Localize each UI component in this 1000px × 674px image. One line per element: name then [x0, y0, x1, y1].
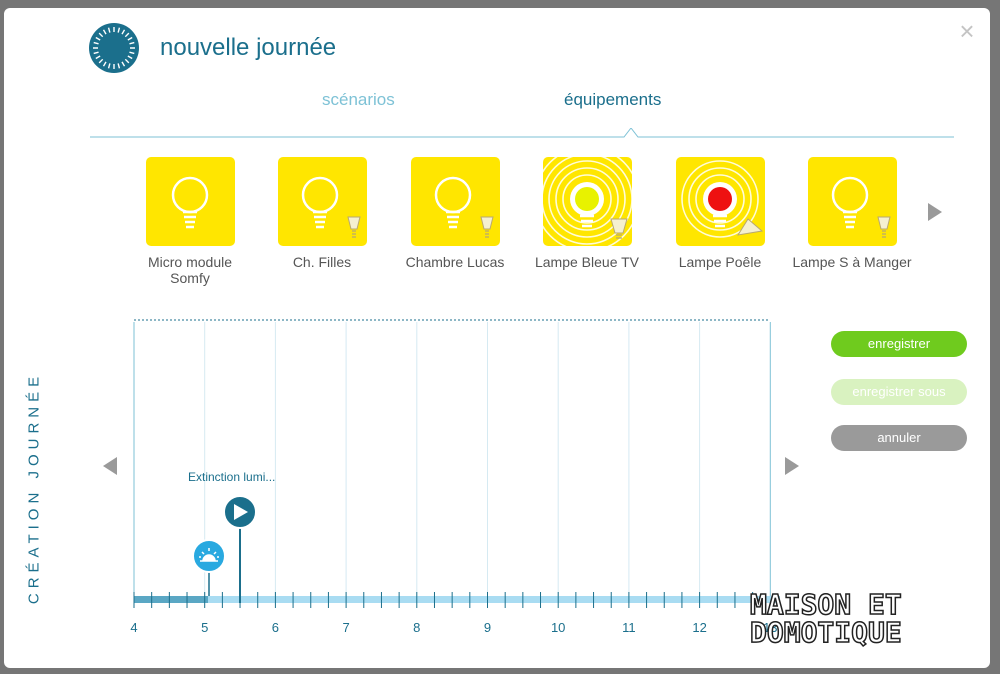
- bulb-on-icon: [680, 160, 763, 238]
- hour-label: 9: [484, 620, 491, 635]
- watermark-logo: MAISON ET DOMOTIQUE: [749, 587, 960, 650]
- bulb-on-icon: [542, 157, 632, 246]
- event-label: Extinction lumi...: [188, 470, 276, 484]
- timeline-prev-arrow-icon[interactable]: [101, 456, 119, 476]
- device-tile: [410, 157, 500, 246]
- timeline-bar-active: [134, 596, 208, 603]
- device-lampe-s-a-manger[interactable]: Lampe S à Manger: [792, 157, 912, 270]
- device-label: Lampe S à Manger: [792, 254, 912, 270]
- watermark-line1: MAISON ET: [749, 587, 902, 622]
- device-chambre-lucas[interactable]: Chambre Lucas: [395, 157, 515, 270]
- device-ch-filles[interactable]: Ch. Filles: [262, 157, 382, 270]
- cancel-button[interactable]: annuler: [831, 425, 967, 451]
- hour-label: 13: [763, 620, 777, 635]
- page-title: nouvelle journée: [160, 34, 337, 61]
- tab-indicator-line: [90, 128, 954, 138]
- hour-label: 12: [692, 620, 706, 635]
- device-label: Lampe Poêle: [678, 254, 762, 270]
- hour-label: 6: [272, 620, 279, 635]
- device-tile: [675, 157, 765, 246]
- hour-label: 10: [551, 620, 565, 635]
- device-label: Ch. Filles: [292, 254, 352, 270]
- bulb-icon: [831, 176, 891, 238]
- sunrise-icon: [199, 548, 219, 562]
- play-event-marker[interactable]: [223, 495, 257, 603]
- hour-label: 8: [413, 620, 420, 635]
- save-as-button[interactable]: enregistrer sous: [831, 379, 967, 405]
- device-tile: [542, 157, 632, 246]
- device-lampe-bleue-tv[interactable]: Lampe Bleue TV: [527, 157, 647, 270]
- side-title: CRÉATION JOURNÉE: [16, 328, 52, 648]
- sunrise-event-marker[interactable]: [192, 539, 226, 596]
- bulb-icon: [301, 176, 361, 238]
- hour-label: 11: [622, 620, 636, 635]
- device-micro-module-somfy[interactable]: Micro module Somfy: [130, 157, 250, 286]
- timeline-chart[interactable]: 4 5 6 7 8 9 10 11 12 13: [130, 318, 790, 638]
- devices-next-arrow-icon[interactable]: [926, 202, 944, 222]
- hour-label: 5: [201, 620, 208, 635]
- bulb-icon: [434, 176, 494, 238]
- dialog: × nouvelle journée scénarios équipements…: [4, 8, 990, 668]
- tab-equipements[interactable]: équipements: [564, 90, 662, 109]
- bulb-icon: [171, 176, 208, 229]
- side-title-text: CRÉATION JOURNÉE: [25, 371, 43, 605]
- hour-label: 4: [130, 620, 137, 635]
- device-tile: [277, 157, 367, 246]
- device-label: Lampe Bleue TV: [534, 254, 640, 270]
- device-tile: [145, 157, 235, 246]
- watermark-line2: DOMOTIQUE: [749, 615, 902, 650]
- close-button[interactable]: ×: [959, 16, 975, 46]
- tab-scenarios[interactable]: scénarios: [322, 90, 395, 109]
- device-tile: [807, 157, 897, 246]
- hour-label: 7: [342, 620, 349, 635]
- play-icon: [234, 504, 248, 520]
- device-lampe-poele[interactable]: Lampe Poêle: [660, 157, 780, 270]
- timeline-bar: [134, 596, 780, 603]
- clock-logo-icon: [89, 23, 139, 73]
- timeline-next-arrow-icon[interactable]: [783, 456, 801, 476]
- device-label: Chambre Lucas: [405, 254, 505, 270]
- device-label: Micro module Somfy: [147, 254, 233, 286]
- save-button[interactable]: enregistrer: [831, 331, 967, 357]
